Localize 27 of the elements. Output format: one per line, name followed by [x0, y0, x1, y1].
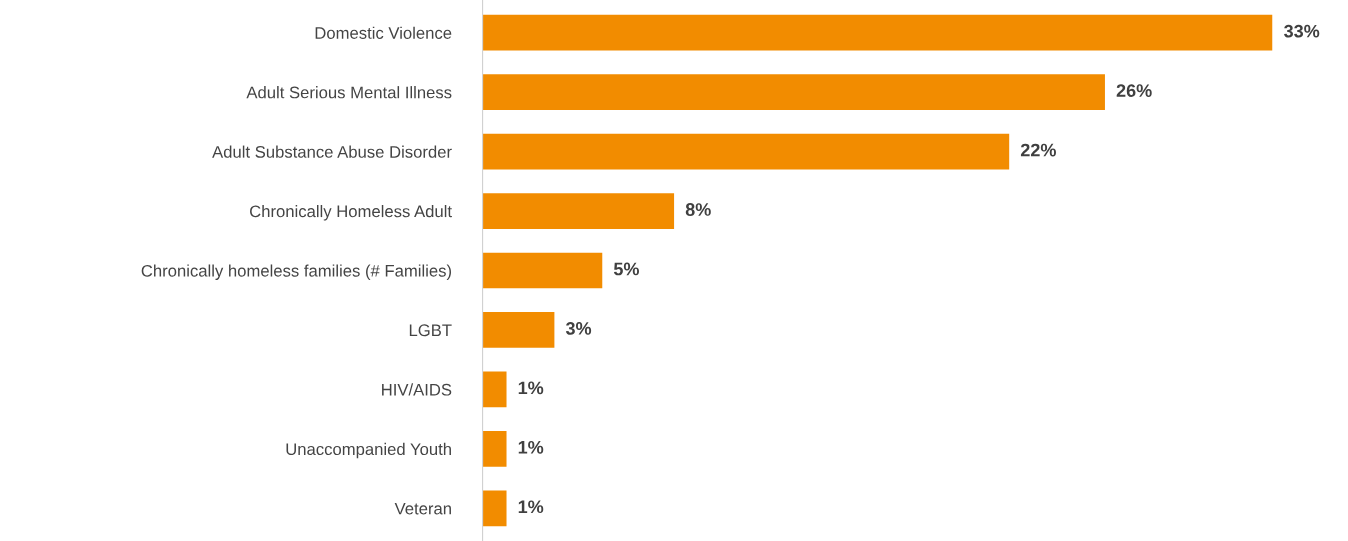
data-label: 22% — [1020, 143, 1056, 157]
bar — [482, 193, 675, 229]
bar — [482, 252, 603, 289]
bar — [482, 431, 507, 467]
data-label: 1% — [518, 381, 544, 395]
y-tick-label: Chronically Homeless Adult — [250, 205, 452, 221]
data-label: 3% — [565, 322, 592, 335]
data-label: 5% — [613, 262, 639, 276]
data-label: 33% — [1284, 24, 1320, 38]
bar — [482, 371, 507, 408]
data-label: 1% — [518, 440, 544, 454]
y-tick-label: Domestic Violence — [315, 26, 452, 39]
y-tick-label: Adult Substance Abuse Disorder — [212, 145, 452, 158]
data-label: 26% — [1116, 84, 1152, 97]
y-tick-label: Veteran — [394, 502, 451, 515]
y-tick-label: LGBT — [409, 324, 452, 337]
y-tick-label: HIV/AIDS — [382, 383, 452, 396]
bar — [482, 14, 1273, 51]
bar — [482, 312, 555, 348]
y-tick-label: Unaccompanied Youth — [286, 442, 451, 459]
bar — [482, 74, 1105, 110]
bar — [482, 490, 507, 527]
data-label: 8% — [685, 203, 711, 216]
bar — [482, 133, 1010, 170]
y-tick-label: Adult Serious Mental Illness — [246, 86, 452, 99]
y-tick-label: Chronically homeless families (# Families) — [141, 264, 452, 280]
data-label: 1% — [518, 500, 544, 514]
